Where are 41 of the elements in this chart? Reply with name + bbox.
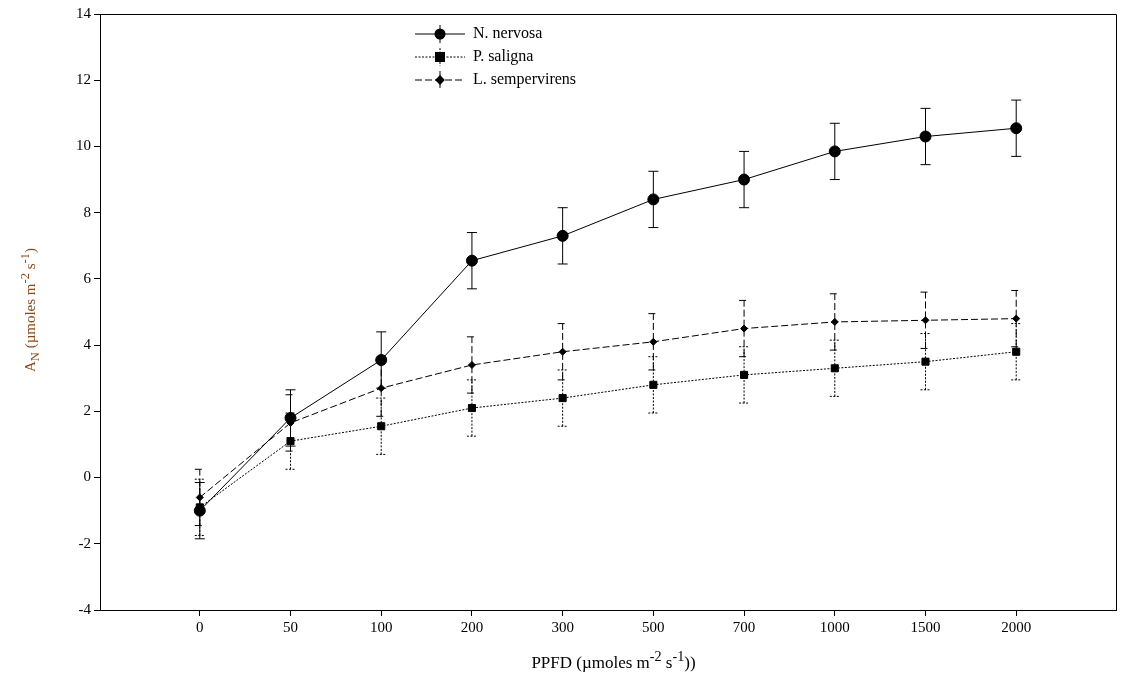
y-tick-label: 4 [83,336,92,353]
point [830,364,839,373]
point [921,316,930,325]
point [558,394,567,403]
y-tick-label: -2 [78,534,91,551]
point [377,422,386,431]
point [1012,347,1021,356]
x-tick-label: 100 [369,618,393,635]
y-tick-label: -4 [78,600,92,617]
y-tick-label: 12 [76,71,91,88]
point [195,493,204,502]
x-tick-label: 2000 [1001,618,1032,635]
y-tick-label: 14 [76,4,92,21]
point [1012,314,1021,323]
legend-label: N. nervosa [473,24,543,42]
legend-label: P. saligna [473,47,534,66]
point [830,317,839,326]
x-tick-label: 700 [732,618,756,635]
y-tick-label: 0 [83,468,91,485]
point [556,229,569,242]
point [1010,122,1023,135]
y-tick-label: 2 [83,402,91,419]
x-tick-label: 300 [551,618,574,635]
x-tick-label: 0 [196,618,204,635]
point [647,193,660,206]
x-tick-label: 50 [283,618,298,635]
x-tick-label: 1500 [910,618,941,635]
y-tick-label: 8 [83,203,91,220]
x-tick-label: 200 [460,618,484,635]
x-axis-title: PPFD (µmoles m$^{-2}$ s$^{-1}$)) [530,648,697,673]
y-tick-label: 6 [83,269,92,286]
point [828,145,841,158]
point [921,357,930,366]
point [558,347,567,356]
x-tick-label: 1000 [819,618,850,635]
point [649,337,658,346]
legend-label: L. sempervirens [473,70,577,89]
point [286,437,295,446]
point [649,380,658,389]
y-tick-label: 10 [76,137,91,154]
x-tick-label: 500 [642,618,665,635]
